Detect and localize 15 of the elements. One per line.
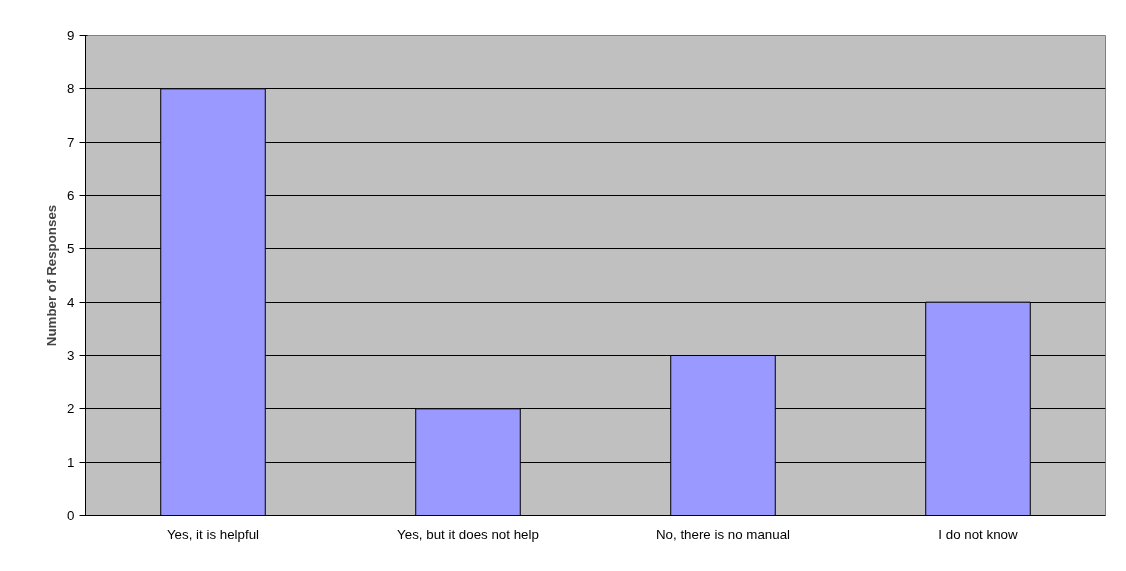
- y-tick-label: 8: [67, 81, 75, 97]
- y-tick-label: 6: [67, 188, 75, 203]
- y-tick-label: 9: [67, 28, 75, 43]
- y-tick-label: 0: [67, 508, 75, 523]
- y-tick-label: 1: [67, 454, 75, 470]
- x-tick-label: Yes, it is helpful: [166, 526, 260, 542]
- x-tick-label: I do not know: [938, 526, 1019, 542]
- y-axis-title: Number of Responses: [44, 204, 60, 347]
- x-tick-label: No, there is no manual: [655, 526, 791, 542]
- y-tick-label: 3: [67, 348, 75, 363]
- y-tick-label: 5: [67, 241, 75, 257]
- y-tick-label: 2: [67, 401, 75, 417]
- x-tick-label: Yes, but it does not help: [397, 526, 539, 542]
- y-tick-label: 4: [67, 294, 76, 310]
- y-tick-label: 7: [67, 134, 75, 150]
